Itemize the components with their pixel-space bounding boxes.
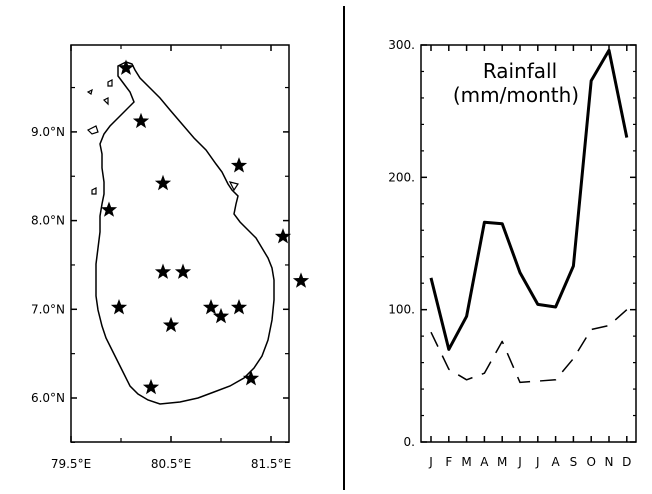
map-y-tick-label: 9.0°N — [31, 125, 65, 139]
rain-x-tick-label: J — [428, 455, 433, 469]
island-4 — [86, 125, 99, 135]
map-frame — [70, 44, 290, 443]
rain-y-tick-label: 100. — [388, 303, 415, 317]
rain-x-tick-label: F — [445, 455, 452, 469]
rain-y-tick-label: 200. — [388, 170, 415, 184]
rain-series-solid — [429, 48, 629, 351]
rain-x-tick-label: A — [551, 455, 560, 469]
station-star — [242, 370, 260, 386]
rain-x-tick-label: M — [461, 455, 471, 469]
rain-x-tick-label: D — [622, 455, 631, 469]
station-star — [162, 316, 180, 333]
rainfall-ticks: 0.100.200.300.J F M A M J J A S O N D — [388, 38, 636, 469]
station-markers — [100, 59, 310, 395]
island-1 — [86, 88, 93, 95]
station-star — [110, 299, 128, 315]
rain-series-dashed — [430, 309, 628, 384]
rainfall-panel: 0.100.200.300.J F M A M J J A S O N D Rainfall (mm/… — [388, 38, 637, 469]
island-6 — [228, 181, 239, 192]
station-star — [154, 174, 172, 191]
station-star — [154, 263, 172, 279]
station-star — [274, 228, 292, 244]
map-x-tick-label: 81.5°E — [251, 457, 291, 471]
station-star — [292, 272, 310, 288]
rainfall-title-line-1: Rainfall — [483, 59, 557, 83]
rain-x-tick-label: J — [535, 455, 540, 469]
station-star — [230, 157, 248, 173]
station-star — [132, 112, 150, 129]
rain-x-tick-label: N — [605, 455, 614, 469]
map-y-tick-label: 7.0°N — [31, 302, 65, 316]
map-x-tick-label: 80.5°E — [151, 457, 191, 471]
map-x-tick-label: 79.5°E — [51, 457, 91, 471]
map-y-tick-label: 6.0°N — [31, 391, 65, 405]
rain-x-tick-label: M — [497, 455, 507, 469]
rainfall-frame — [420, 44, 637, 443]
station-star — [212, 307, 230, 324]
station-star — [174, 263, 192, 279]
coastline — [95, 61, 275, 405]
station-star — [230, 299, 248, 315]
island-2 — [107, 79, 113, 87]
station-star — [142, 378, 160, 395]
rain-y-tick-label: 300. — [388, 38, 415, 52]
rainfall-series — [429, 48, 629, 384]
station-star — [100, 201, 118, 217]
rain-x-tick-label: A — [480, 455, 489, 469]
rain-x-tick-label: S — [570, 455, 578, 469]
map-panel: 6.0°N 7.0°N 8.0°N 9.0°N 79.5°E 80.5°E 81.5°E — [31, 44, 310, 471]
island-3 — [102, 97, 109, 106]
rain-x-tick-label: O — [586, 455, 595, 469]
rain-y-tick-label: 0. — [404, 435, 415, 449]
station-star — [202, 299, 220, 315]
rainfall-title-line-2: (mm/month) — [453, 83, 579, 107]
map-y-tick-label: 8.0°N — [31, 214, 65, 228]
map-ticks: 6.0°N 7.0°N 8.0°N 9.0°N 79.5°E 80.5°E 81.5°E — [31, 45, 291, 471]
rain-x-tick-label: J — [517, 455, 522, 469]
island-5 — [91, 187, 97, 195]
station-star — [117, 59, 135, 75]
